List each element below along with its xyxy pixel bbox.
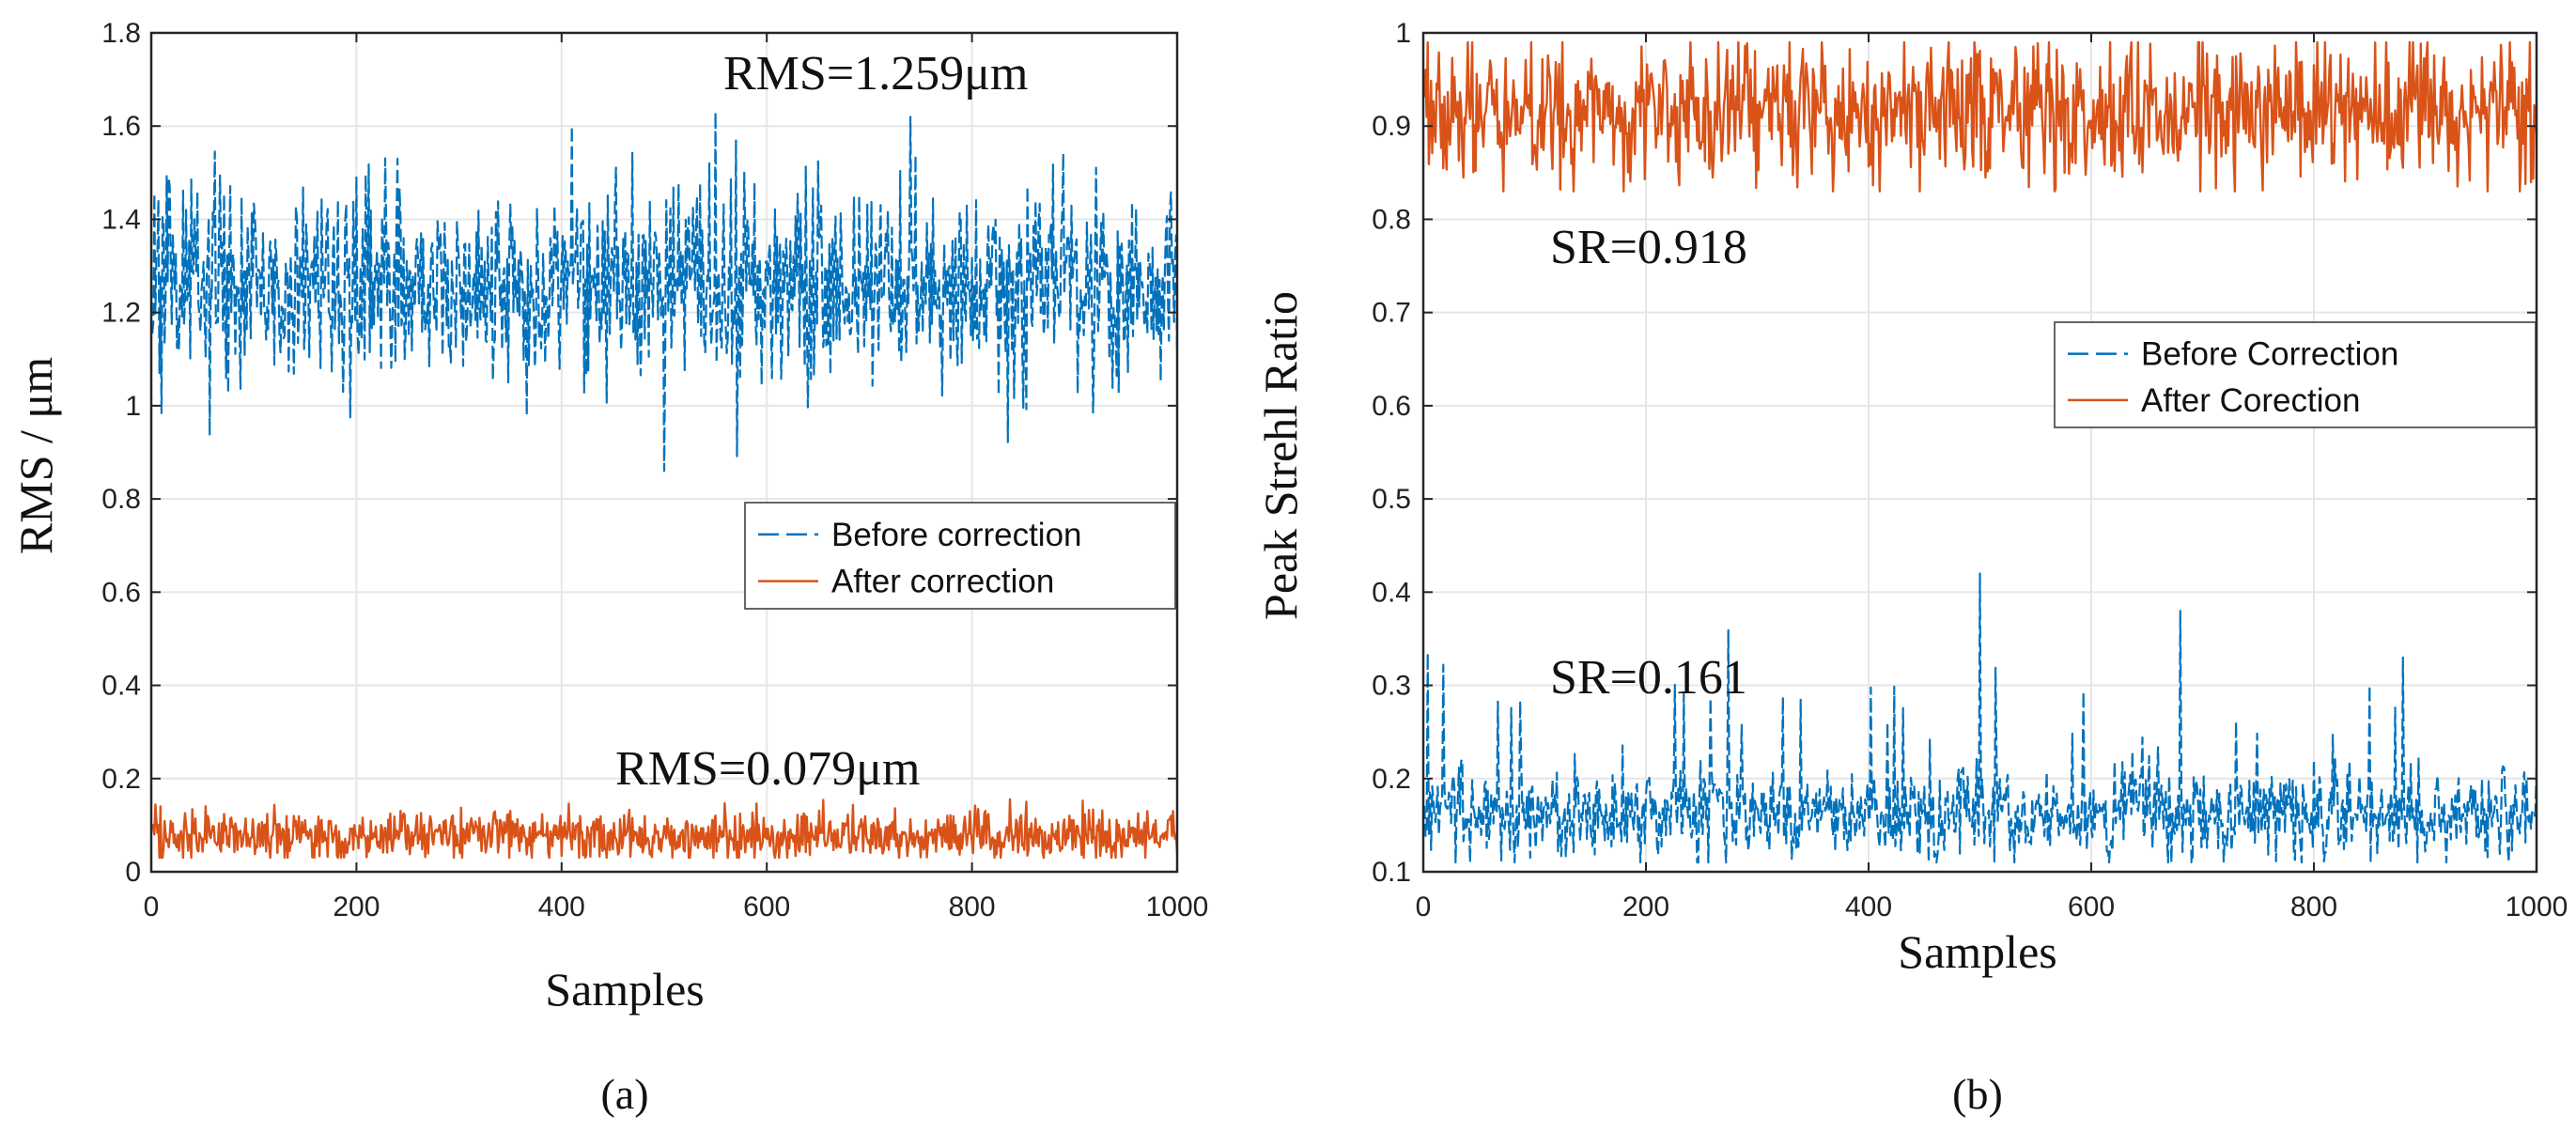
legend-label-a-before: Before correction <box>831 517 1082 553</box>
annotation-a-before: RMS=1.259μm <box>723 47 1029 101</box>
plot-frame-a <box>149 31 1179 874</box>
x-tick-label: 400 <box>1845 892 1892 923</box>
x-tick-label: 200 <box>1622 892 1669 923</box>
ticks-b: 0 200 400 600 800 1000 0.1 0.2 0.3 0.4 0.5 0.6 0.7 0.… <box>1372 18 2568 923</box>
x-tick-label: 600 <box>2068 892 2115 923</box>
y-tick-label: 0.4 <box>101 671 141 702</box>
x-axis-title-a: Samples <box>545 963 704 1016</box>
panel-label-a: (a) <box>600 1070 648 1118</box>
x-tick-label: 800 <box>2290 892 2337 923</box>
legend-a: Before correction After correction <box>744 502 1176 610</box>
y-tick-label: 0.3 <box>1372 671 1411 702</box>
y-tick-label: 1.4 <box>101 204 141 235</box>
legend-b: Before Correction After Corection <box>2054 321 2537 428</box>
y-tick-label: 0.6 <box>101 577 141 608</box>
y-axis-title-a: RMS / μm <box>9 357 62 554</box>
y-tick-label: 0.8 <box>101 484 141 515</box>
y-tick-label: 1.8 <box>101 18 141 49</box>
y-tick-label: 0.2 <box>1372 764 1411 795</box>
legend-box-a <box>744 502 1176 610</box>
legend-label-b-after: After Corection <box>2141 382 2360 419</box>
x-tick-label: 1000 <box>1146 892 1209 923</box>
legend-label-a-after: After correction <box>831 564 1054 600</box>
y-tick-label: 0.2 <box>101 764 141 795</box>
x-tick-label: 0 <box>1416 892 1432 923</box>
series-line-after <box>1423 40 2538 193</box>
annotation-b-after: SR=0.918 <box>1550 221 1747 274</box>
chart-panel-b: 0 200 400 600 800 1000 0.1 0.2 0.3 0.4 0.5 0.6 0.7 0.… <box>1254 18 2568 1118</box>
y-tick-label: 1.2 <box>101 298 141 329</box>
y-tick-label: 1.6 <box>101 111 141 142</box>
y-tick-label: 1 <box>1395 18 1411 49</box>
legend-box-b <box>2054 321 2537 428</box>
y-tick-label: 0.8 <box>1372 204 1411 235</box>
y-tick-label: 0.7 <box>1372 298 1411 329</box>
x-tick-label: 600 <box>743 892 790 923</box>
y-tick-label: 0.1 <box>1372 857 1411 888</box>
x-tick-label: 800 <box>949 892 996 923</box>
chart-panel-a: 0 200 400 600 800 1000 0 0.2 0.4 0.6 0.8 1 1.2 1.4 1.6… <box>9 18 1208 1118</box>
y-tick-label: 0 <box>125 857 141 888</box>
plot-frame-b <box>1421 31 2538 874</box>
x-tick-label: 400 <box>538 892 585 923</box>
series-line-after <box>150 798 1179 860</box>
y-axis-title-b: Peak Strehl Ratio <box>1254 291 1307 620</box>
y-tick-label: 0.9 <box>1372 111 1411 142</box>
series-group-b <box>1423 40 2538 864</box>
series-group-a <box>150 111 1179 860</box>
y-tick-label: 1 <box>125 391 141 422</box>
y-tick-label: 0.6 <box>1372 391 1411 422</box>
y-tick-label: 0.5 <box>1372 484 1411 515</box>
y-tick-label: 0.4 <box>1372 577 1411 608</box>
panel-label-b: (b) <box>1952 1070 2003 1118</box>
x-axis-title-b: Samples <box>1898 925 2056 978</box>
annotation-a-after: RMS=0.079μm <box>615 742 921 796</box>
annotation-b-before: SR=0.161 <box>1550 651 1747 705</box>
series-line-before <box>1423 572 2538 864</box>
legend-label-b-before: Before Correction <box>2141 336 2398 373</box>
x-tick-label: 1000 <box>2506 892 2568 923</box>
ticks-a: 0 200 400 600 800 1000 0 0.2 0.4 0.6 0.8 1 1.2 1.4 1.6… <box>101 18 1208 923</box>
x-tick-label: 200 <box>333 892 380 923</box>
series-line-before <box>151 111 1179 473</box>
x-tick-label: 0 <box>144 892 160 923</box>
